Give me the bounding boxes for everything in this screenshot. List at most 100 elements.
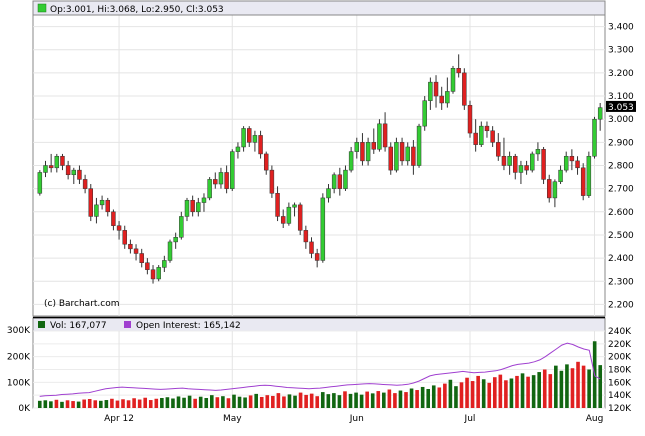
candle-body: [252, 135, 258, 143]
candle: [286, 202, 292, 226]
volume-tick-label: 300K: [7, 326, 31, 336]
volume-bar: [287, 394, 292, 408]
candle: [269, 165, 275, 198]
price-tick-label: 2.500: [608, 231, 634, 241]
candle: [43, 160, 48, 178]
candle-body: [354, 142, 360, 152]
candle-body: [99, 199, 105, 206]
volume-bar: [82, 399, 86, 408]
candle: [507, 151, 512, 175]
candle: [292, 202, 297, 217]
month-label: May: [223, 414, 242, 424]
candle-body: [156, 267, 161, 280]
volume-bar: [404, 392, 408, 408]
volume-bar: [276, 393, 281, 408]
volume-bar: [132, 398, 136, 408]
volume-bar: [465, 377, 469, 408]
candle-body: [439, 95, 444, 104]
volume-bar: [99, 400, 103, 408]
volume-bar: [49, 401, 53, 408]
volume-bar: [104, 400, 109, 408]
candle: [162, 255, 167, 273]
candle: [501, 137, 507, 171]
candle-body: [105, 199, 110, 213]
candle: [462, 68, 467, 110]
candle-body: [258, 135, 263, 155]
volume-bar: [293, 395, 297, 408]
volume-bar: [204, 397, 209, 408]
volume-bar: [359, 394, 364, 408]
volume-bar: [171, 398, 175, 408]
volume-bar: [459, 382, 464, 408]
open-interest-legend-swatch: [124, 321, 131, 328]
volume-bar: [559, 370, 564, 408]
volume-tick-label: 200K: [7, 353, 31, 363]
candle: [275, 186, 280, 222]
candle: [348, 146, 354, 173]
candle-body: [218, 172, 224, 185]
volume-bar: [43, 400, 48, 408]
candle-body: [337, 174, 343, 189]
candle-body: [575, 160, 580, 169]
volume-tick-label: 100K: [7, 378, 31, 388]
volume-bar: [187, 395, 192, 408]
candle-body: [479, 125, 484, 145]
candle-body: [286, 206, 292, 224]
open-interest-tick-label: 160K: [608, 378, 632, 388]
volume-bar: [115, 400, 120, 408]
volume-bar: [348, 393, 353, 408]
volume-axis-left: 0K 100K 200K 300K: [7, 326, 31, 414]
candle-body: [190, 199, 195, 213]
watermark: (c) Barchart.com: [44, 299, 120, 309]
candle: [422, 96, 427, 131]
candle: [280, 209, 286, 229]
candle: [445, 77, 450, 108]
candle-body: [303, 230, 309, 243]
candle: [377, 119, 382, 152]
candle: [428, 77, 433, 110]
volume-bar: [526, 376, 530, 408]
candle: [552, 179, 558, 208]
candle-body: [88, 188, 94, 217]
volume-bar: [193, 398, 197, 408]
candle: [496, 133, 501, 161]
volume-bar: [254, 393, 258, 408]
candle: [156, 265, 161, 282]
candle: [360, 133, 365, 166]
volume-bar: [409, 388, 414, 408]
volume-bar: [226, 398, 231, 408]
candle: [116, 221, 122, 240]
candle: [48, 153, 54, 173]
price-tick-label: 2.400: [608, 254, 634, 264]
candle-body: [586, 155, 592, 196]
open-interest-tick-label: 220K: [608, 340, 632, 350]
open-interest-tick-label: 200K: [608, 353, 632, 363]
open-interest-tick-label: 180K: [608, 366, 632, 376]
volume-tick-label: 0K: [18, 404, 31, 414]
candle: [82, 174, 88, 194]
month-label: Aug: [586, 414, 604, 424]
volume-bar: [237, 396, 242, 408]
candle: [388, 142, 393, 175]
candle-body: [82, 179, 88, 189]
candle-body: [54, 155, 60, 169]
candle: [484, 121, 490, 138]
candle: [558, 165, 563, 185]
candle-body: [428, 81, 433, 101]
volume-bar: [504, 380, 508, 408]
candle-body: [162, 260, 167, 268]
candle-body: [326, 188, 331, 199]
candle: [241, 126, 246, 152]
candle: [473, 119, 478, 152]
candle: [201, 193, 207, 212]
volume-bar: [320, 392, 325, 408]
candle-body: [462, 72, 467, 106]
candle-body: [94, 204, 99, 217]
volume-bar: [309, 393, 314, 408]
candle: [331, 172, 337, 194]
candle: [88, 184, 94, 222]
price-tick-label: 2.900: [608, 138, 634, 148]
candle-body: [343, 169, 348, 189]
candle: [450, 65, 456, 94]
